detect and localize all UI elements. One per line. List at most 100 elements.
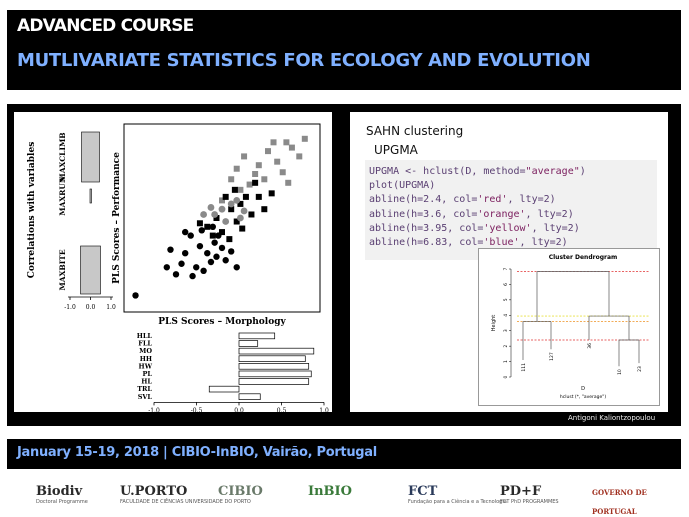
- dendrogram-leaf-label: 127: [549, 352, 555, 361]
- bottom-bar: [208, 385, 240, 393]
- dendrogram-title: Cluster Dendrogram: [549, 254, 618, 261]
- dendrogram-y-tick-label: 7: [503, 267, 509, 270]
- date-location: January 15-19, 2018 | CIBIO-InBIO, Vairã…: [17, 445, 377, 460]
- course-title: MUTLIVARIATE STATISTICS FOR ECOLOGY AND …: [17, 50, 591, 71]
- bottom-bar-label: SVL: [138, 393, 153, 401]
- scatter-point-square-dark: [228, 206, 235, 213]
- scatter-ylabel: PLS Scores – Performance: [112, 152, 122, 284]
- logo-caption: Doctoral Programme: [36, 499, 88, 505]
- code-text: , lty=2): [525, 208, 574, 220]
- left-bar: [81, 131, 100, 183]
- left-bar-label: MAXCLIMB: [58, 132, 67, 181]
- bottom-bars-tick-label: 1.0: [319, 407, 329, 412]
- dendrogram-svg: Cluster Dendrogram01234567Height11112736…: [491, 254, 649, 400]
- scatter-point-circle-grey: [211, 211, 219, 218]
- scatter-point-circle-dark: [233, 264, 240, 271]
- scatter-point-circle-dark: [209, 223, 216, 230]
- scatter-point-square-grey: [288, 144, 295, 151]
- scatter-point-circle-dark: [163, 264, 170, 271]
- bottom-bar-label: MO: [139, 347, 152, 355]
- scatter-point-square-grey: [261, 176, 268, 183]
- scatter-point-circle-grey: [207, 204, 215, 211]
- code-line: plot(UPGMA): [369, 179, 653, 193]
- logo-caption: FCT PhD PROGRAMMES: [500, 499, 559, 505]
- scatter-point-circle-dark: [182, 250, 189, 257]
- code-line: abline(h=3.95, col='yellow', lty=2): [369, 222, 653, 236]
- code-string: 'blue': [483, 237, 520, 249]
- code-text: UPGMA <- hclust(D, method=: [369, 166, 526, 177]
- scatter-point-circle-grey: [222, 218, 230, 225]
- scatter-point-square-grey: [301, 135, 308, 142]
- scatter-point-circle-grey: [200, 211, 208, 218]
- logo-wordmark: U.PORTO: [120, 484, 188, 499]
- scatter-point-circle-dark: [207, 258, 215, 266]
- scatter-point-square-dark: [226, 236, 233, 243]
- code-line: abline(h=2.4, col='red', lty=2): [369, 193, 653, 207]
- code-string: 'orange': [477, 208, 526, 220]
- scatter-point-square-dark: [242, 193, 249, 200]
- scatter-point-circle-dark: [198, 227, 205, 234]
- author-credit: Antigoni Kaliontzopoulou: [568, 414, 656, 422]
- scatter-point-square-dark: [204, 223, 211, 230]
- scatter-point-circle-dark: [132, 292, 139, 299]
- scatter-point-circle-grey: [227, 200, 235, 208]
- code-text: , lty=2): [531, 222, 580, 234]
- scatter-point-square-dark: [219, 229, 225, 236]
- sponsor-logo: GOVERNO DE PORTUGAL: [592, 480, 689, 516]
- r-code-block: UPGMA <- hclust(D, method="average") plot…: [365, 160, 657, 260]
- cluster-dendrogram: Cluster Dendrogram 0 1 2 3 4 5 6 7 Height 111 127 36…: [478, 248, 660, 406]
- bottom-bar-label: HW: [139, 362, 153, 370]
- dendrogram-leaf-label: 111: [521, 363, 527, 372]
- scatter-point-square-grey: [285, 179, 292, 186]
- bottom-bars-tick-label: -0.5: [191, 407, 203, 412]
- scatter-point-square-grey: [255, 162, 262, 169]
- left-bars-tick-label: -1.0: [64, 304, 76, 311]
- code-text: , lty=2): [507, 194, 556, 206]
- sponsor-logo: CIBIO: [218, 480, 263, 508]
- logo-wordmark: PD+F: [500, 484, 542, 499]
- scatter-point-square-dark: [231, 186, 238, 193]
- logo-wordmark: Biodiv: [36, 484, 83, 499]
- scatter-point-circle-grey: [237, 214, 244, 222]
- scatter-point-square-dark: [248, 211, 255, 218]
- scatter-point-circle-grey: [218, 205, 226, 213]
- sponsor-logo: PD+F FCT PhD PROGRAMMES: [500, 480, 559, 508]
- scatter-point-square-grey: [252, 171, 259, 177]
- bottom-bar: [238, 370, 312, 378]
- course-label: ADVANCED COURSE: [17, 16, 194, 36]
- bottom-bar: [238, 363, 310, 370]
- scatter-point-circle-dark: [211, 239, 218, 246]
- scatter-point-square-grey: [246, 181, 253, 188]
- dendrogram-sublabel: hclust (*, "average"): [560, 394, 606, 400]
- code-line: UPGMA <- hclust(D, method="average"): [369, 165, 653, 179]
- code-text: abline(h=3.95, col=: [369, 222, 484, 234]
- dendrogram-y-tick-label: 0: [503, 375, 509, 378]
- scatter-point-circle-dark: [222, 257, 229, 264]
- code-text: ): [579, 166, 586, 177]
- sponsor-logo: FCT Fundação para a Ciência e a Tecnologi…: [408, 480, 507, 508]
- left-bar-label: MAXBITE: [58, 249, 67, 290]
- sponsor-logo: U.PORTO FACULDADE DE CIÊNCIAS UNIVERSIDAD…: [120, 480, 251, 508]
- bottom-bar: [238, 332, 276, 340]
- dendrogram-y-tick-label: 6: [503, 283, 509, 286]
- scatter-point-square-dark: [209, 232, 216, 239]
- bottom-bar: [238, 393, 261, 400]
- scatter-frame: [123, 123, 321, 313]
- code-string: "average": [525, 166, 580, 177]
- scatter-point-square-dark: [237, 200, 244, 207]
- logo-wordmark: GOVERNO DE PORTUGAL: [592, 488, 647, 516]
- scatter-point-square-dark: [252, 179, 259, 186]
- pls-figure: PLS Scores – Morphology PLS Scores – Perf…: [14, 112, 332, 412]
- scatter-point-square-grey: [283, 139, 290, 146]
- scatter-point-square-grey: [228, 176, 235, 183]
- dendrogram-y-tick-label: 5: [503, 298, 509, 301]
- scatter-point-square-dark: [268, 190, 275, 197]
- scatter-point-circle-dark: [172, 271, 180, 278]
- clustering-title: SAHN clustering: [366, 124, 464, 138]
- scatter-point-square-dark: [239, 225, 246, 232]
- scatter-point-square-grey: [279, 169, 286, 176]
- title-banner: ADVANCED COURSE MUTLIVARIATE STATISTICS …: [7, 10, 681, 90]
- scatter-xlabel: PLS Scores – Morphology: [158, 317, 286, 327]
- scatter-point-square-grey: [241, 153, 248, 160]
- sponsor-logo: InBIO: [308, 480, 352, 508]
